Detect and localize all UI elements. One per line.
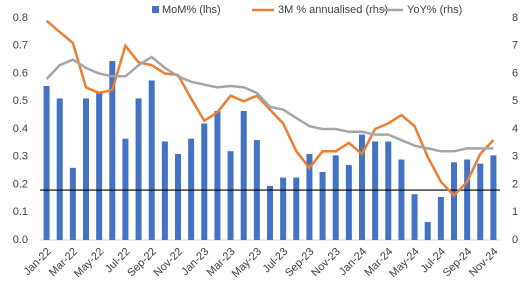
bar bbox=[122, 138, 129, 240]
x-tick-label: Nov-22 bbox=[152, 246, 186, 280]
bar bbox=[319, 172, 326, 240]
y2-tick-label: 4 bbox=[512, 123, 518, 135]
y2-tick-label: 5 bbox=[512, 95, 518, 107]
y2-tick-label: 7 bbox=[512, 40, 518, 52]
bar bbox=[240, 110, 247, 241]
bar bbox=[96, 92, 103, 240]
x-tick-label: May-23 bbox=[230, 246, 264, 280]
bar bbox=[424, 221, 431, 240]
bar bbox=[332, 155, 339, 240]
bar bbox=[280, 177, 287, 240]
y-tick-label: 0.5 bbox=[13, 95, 28, 107]
y-tick-label: 0.6 bbox=[13, 67, 28, 79]
y-tick-label: 0.3 bbox=[13, 151, 28, 163]
x-tick-label: Nov-24 bbox=[467, 246, 501, 280]
bar bbox=[451, 162, 457, 240]
bar bbox=[175, 153, 181, 240]
y-tick-label: 0.2 bbox=[13, 178, 28, 190]
bar bbox=[306, 153, 313, 240]
x-tick-label: May-22 bbox=[72, 246, 106, 280]
bar bbox=[109, 61, 116, 241]
legend-swatch bbox=[152, 6, 159, 13]
legend-label: 3M % annualised (rhs) bbox=[278, 4, 388, 16]
bar bbox=[464, 159, 471, 240]
bar bbox=[161, 141, 168, 240]
bar bbox=[188, 138, 195, 240]
y2-tick-label: 2 bbox=[512, 178, 518, 190]
bar bbox=[267, 185, 273, 240]
y2-tick-label: 0 bbox=[512, 234, 518, 246]
bar bbox=[490, 155, 497, 240]
bar bbox=[83, 98, 89, 240]
bar bbox=[148, 80, 155, 240]
bar bbox=[43, 85, 50, 240]
y-tick-label: 0.0 bbox=[13, 234, 28, 246]
line bbox=[45, 19, 495, 198]
bar bbox=[227, 151, 234, 240]
bar bbox=[385, 141, 392, 240]
bar bbox=[398, 159, 405, 240]
bar bbox=[56, 98, 63, 240]
legend-label: YoY% (rhs) bbox=[407, 4, 462, 16]
bar bbox=[359, 134, 365, 240]
bar bbox=[293, 177, 300, 240]
y2-tick-label: 3 bbox=[512, 151, 518, 163]
bar bbox=[345, 165, 352, 240]
x-tick-label: May-24 bbox=[387, 246, 421, 280]
legend-label: MoM% (lhs) bbox=[162, 4, 221, 16]
y2-tick-label: 8 bbox=[512, 12, 518, 24]
y2-tick-label: 1 bbox=[512, 206, 518, 218]
bar bbox=[135, 98, 142, 240]
bar bbox=[201, 123, 208, 240]
bar bbox=[372, 141, 379, 240]
bar bbox=[477, 163, 484, 240]
y2-tick-label: 6 bbox=[512, 67, 518, 79]
bar bbox=[437, 196, 444, 240]
y-tick-label: 0.4 bbox=[13, 123, 28, 135]
x-tick-label: Nov-23 bbox=[309, 246, 343, 280]
y-tick-label: 0.1 bbox=[13, 206, 28, 218]
y-tick-label: 0.8 bbox=[13, 12, 28, 24]
bar bbox=[411, 194, 418, 240]
y-tick-label: 0.7 bbox=[13, 40, 28, 52]
bar bbox=[214, 110, 221, 241]
line bbox=[45, 55, 494, 153]
bar bbox=[69, 167, 76, 240]
